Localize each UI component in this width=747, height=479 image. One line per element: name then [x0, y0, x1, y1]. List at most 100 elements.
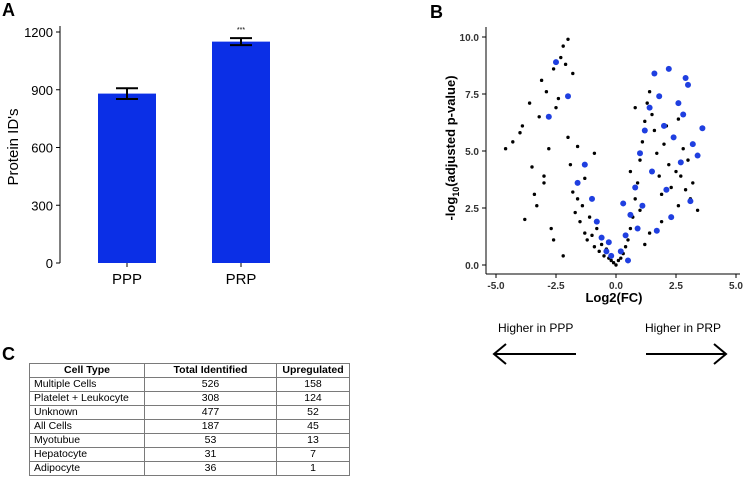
volcano-point-blue: [627, 211, 634, 218]
volcano-point-black: [599, 242, 604, 247]
volcano-point-black: [575, 197, 580, 201]
volcano-point-black: [585, 238, 589, 242]
volcano-point-blue: [675, 100, 682, 107]
volcano-point-black: [616, 258, 621, 263]
table-cell: 477: [144, 405, 277, 420]
volcano-x-tick-label: 0.0: [609, 281, 623, 292]
volcano-point-black: [597, 249, 601, 254]
volcano-axes: 0.0 2.5 5.0 7.5 10.0 -5.0 -2.5 0.0 2.5 5.0: [460, 27, 743, 292]
volcano-point-blue: [646, 104, 653, 111]
volcano-point-blue: [639, 202, 646, 209]
volcano-point-blue: [617, 248, 624, 255]
volcano-point-blue: [598, 234, 605, 241]
volcano-point-black: [583, 231, 587, 235]
volcano-point-blue: [553, 59, 559, 66]
volcano-point-blue: [641, 127, 648, 134]
table-row: Adipocyte 36 1: [29, 461, 350, 476]
volcano-point-black: [602, 254, 606, 258]
table-cell: 45: [276, 419, 350, 434]
table-cell: Platelet + Leukocyte: [29, 391, 145, 406]
volcano-point-black: [547, 147, 551, 151]
table-row: Multiple Cells 526 158: [29, 377, 350, 392]
volcano-point-blue: [661, 122, 667, 129]
volcano-y-tick-label: 0.0: [465, 261, 479, 272]
volcano-point-blue: [687, 198, 694, 205]
volcano-y-tick-label: 2.5: [465, 204, 479, 215]
volcano-point-black: [650, 112, 654, 117]
bar-chart-axes: 0 300 600 900 1200 PPP PRP: [24, 25, 256, 288]
volcano-point-black: [583, 176, 587, 181]
volcano-point-blue: [656, 93, 663, 100]
volcano-point-black: [676, 117, 681, 121]
volcano-point-black: [609, 258, 613, 263]
bar-ppp: [98, 93, 156, 263]
volcano-point-black: [571, 71, 575, 76]
volcano-point-blue: [649, 168, 655, 175]
volcano-point-blue: [574, 179, 581, 186]
volcano-point-black: [542, 174, 546, 178]
volcano-point-black: [592, 151, 597, 155]
volcano-point-blue: [634, 225, 641, 232]
volcano-point-black: [530, 165, 534, 169]
volcano-y-tick-label: 7.5: [465, 90, 479, 101]
table-header-row: Cell Type Total Identified Upregulated: [29, 363, 350, 378]
volcano-point-black: [544, 90, 549, 94]
volcano-point-black: [683, 188, 688, 192]
volcano-point-black: [647, 231, 652, 235]
volcano-point-black: [662, 142, 666, 146]
volcano-x-tick-label: -2.5: [547, 281, 565, 292]
volcano-point-black: [676, 204, 681, 208]
volcano-point-black: [669, 185, 673, 190]
volcano-point-black: [578, 219, 582, 224]
volcano-point-black: [563, 62, 568, 67]
volcano-point-black: [647, 90, 652, 94]
table-header-cell: Total Identified: [144, 363, 277, 378]
volcano-point-black: [566, 135, 570, 140]
volcano-point-black: [551, 67, 556, 71]
volcano-point-black: [539, 78, 544, 83]
volcano-point-blue: [651, 70, 658, 77]
volcano-point-black: [520, 124, 525, 128]
volcano-point-black: [527, 101, 532, 105]
table-cell: 7: [276, 447, 350, 462]
bar-chart-marks: ***: [98, 27, 270, 263]
volcano-point-black: [556, 96, 561, 101]
volcano-point-black: [652, 128, 657, 133]
bar-y-tick-label: 900: [31, 83, 53, 98]
table-cell: 308: [144, 391, 277, 406]
volcano-point-black: [575, 144, 580, 149]
volcano-point-blue: [589, 195, 595, 202]
volcano-point-black: [686, 158, 690, 162]
volcano-point-black: [573, 210, 577, 215]
volcano-point-black: [681, 147, 685, 151]
volcano-point-blue: [605, 239, 612, 246]
bar-chart-y-label: Protein ID's: [5, 108, 22, 185]
table-cell: 36: [144, 461, 277, 476]
table-cell: Adipocyte: [29, 461, 145, 476]
volcano-point-black: [595, 226, 599, 231]
volcano-point-blue: [581, 161, 588, 168]
volcano-point-black: [679, 174, 683, 178]
bar-x-tick-label: PRP: [226, 271, 257, 288]
volcano-point-blue: [637, 150, 643, 157]
volcano-point-black: [559, 55, 563, 60]
volcano-point-black: [643, 119, 647, 124]
volcano-point-black: [571, 190, 575, 194]
table-cell: Myotubue: [29, 433, 145, 448]
volcano-point-black: [511, 140, 515, 144]
volcano-point-blue: [677, 159, 684, 166]
table-cell: Unknown: [29, 405, 145, 420]
volcano-point-black: [633, 105, 637, 110]
volcano-point-blue: [593, 218, 600, 225]
table-cell: Multiple Cells: [29, 377, 145, 392]
table-row: All Cells 187 45: [29, 419, 350, 434]
volcano-point-blue: [680, 111, 687, 118]
volcano-point-black: [667, 162, 671, 167]
volcano-point-black: [549, 226, 553, 231]
table-row: Hepatocyte 31 7: [29, 447, 350, 462]
table-cell: 526: [144, 377, 277, 392]
table-row: Unknown 477 52: [29, 405, 350, 420]
volcano-point-black: [537, 115, 541, 119]
